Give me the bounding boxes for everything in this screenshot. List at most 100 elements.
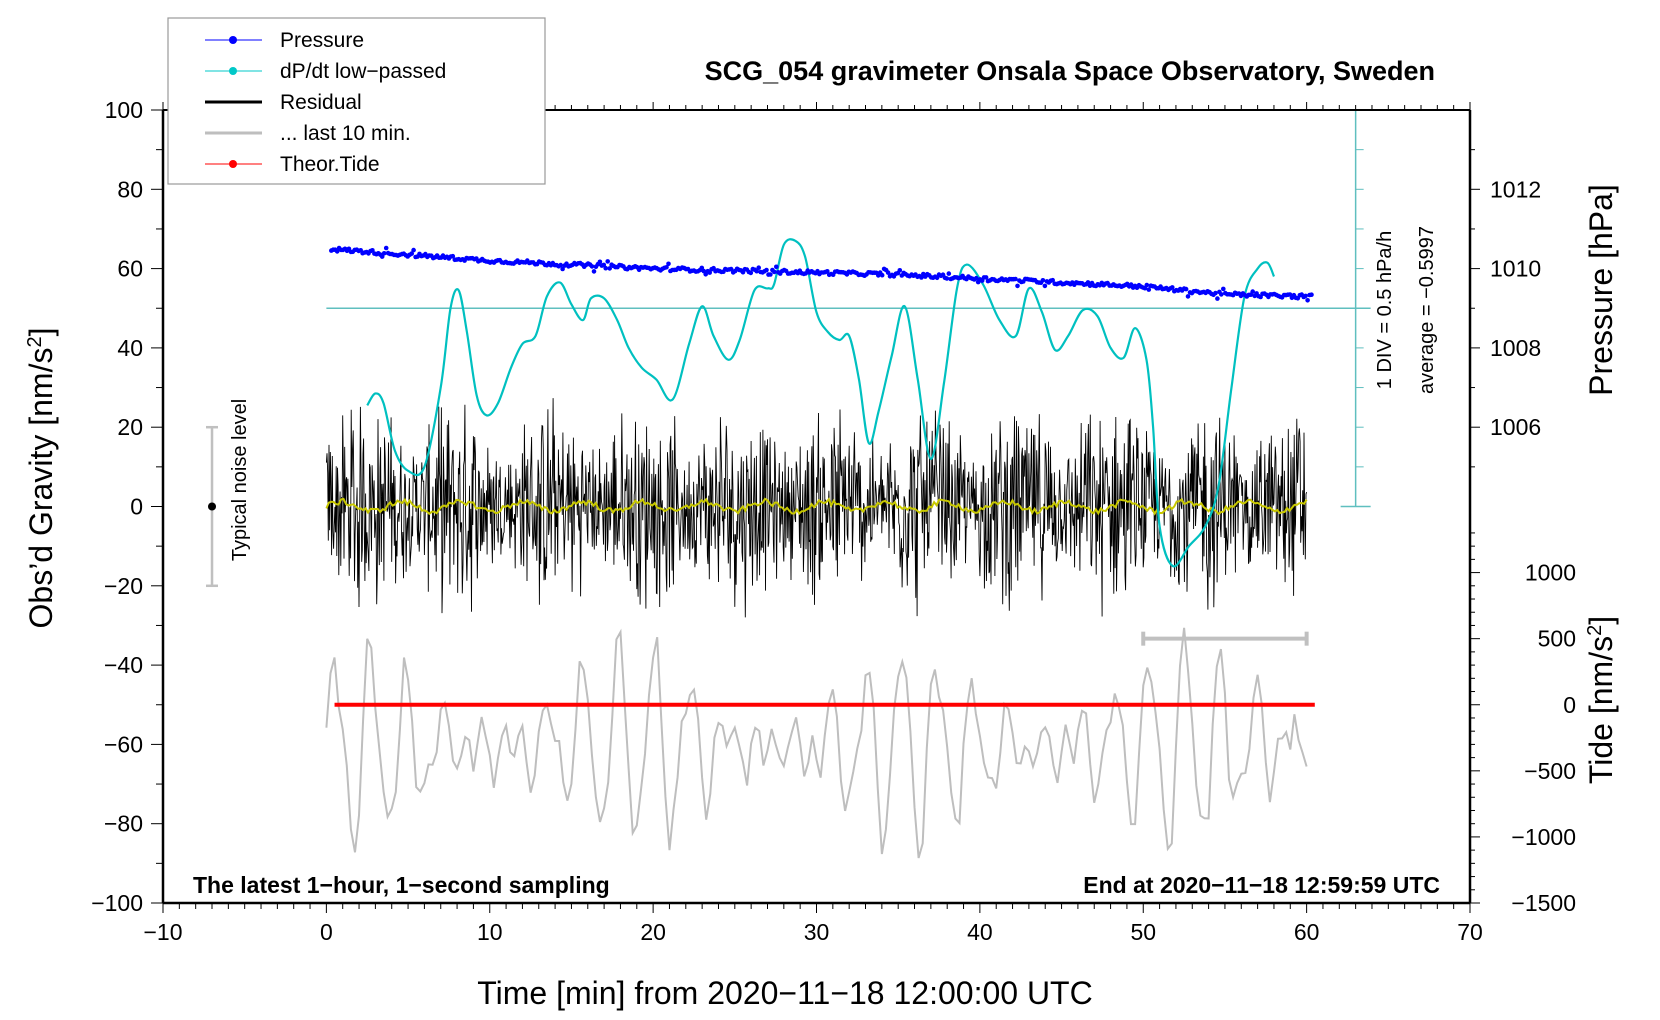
y-axis-pressure-title: Pressure [hPa] <box>1583 184 1619 396</box>
note-bottom-left: The latest 1−hour, 1−second sampling <box>193 872 610 898</box>
pressure-point <box>1250 289 1255 294</box>
x-tick-label: 20 <box>640 919 666 945</box>
pressure-point <box>560 266 565 272</box>
pressure-point <box>1221 286 1226 292</box>
pressure-point <box>605 259 610 264</box>
pressure-point <box>768 272 773 277</box>
data-layer <box>206 238 1315 859</box>
pressure-point <box>664 265 669 270</box>
pressure-point <box>1185 294 1191 299</box>
pressure-point <box>589 264 595 269</box>
y-axis-tide-title: Tide [nm/s2] <box>1583 616 1619 784</box>
x-tick-label: 0 <box>320 919 333 945</box>
pressure-point <box>1042 283 1048 289</box>
tide-tick-label: −500 <box>1524 758 1576 784</box>
pressure-point <box>1303 293 1308 299</box>
pressure-point <box>1183 286 1189 292</box>
x-axis-title: Time [min] from 2020−11−18 12:00:00 UTC <box>477 975 1092 1011</box>
pressure-point <box>748 270 754 276</box>
x-tick-label: 40 <box>967 919 993 945</box>
legend-marker-theor-tide <box>229 160 237 168</box>
y-left-tick-label: 20 <box>117 414 143 440</box>
pressure-point <box>597 259 603 265</box>
pressure-point <box>1015 283 1020 289</box>
tide-tick-label: −1000 <box>1511 824 1576 850</box>
last-10-min-line <box>325 627 1308 859</box>
pressure-point <box>1085 280 1091 285</box>
pressure-point <box>666 261 671 267</box>
pressure-point <box>774 264 779 270</box>
axes-layer: −10 0 10 20 30 40 50 60 70100806040200−20−40−60−… <box>91 97 1576 945</box>
x-tick-label: 10 <box>477 919 503 945</box>
pressure-point <box>885 270 891 275</box>
pressure-point <box>772 269 777 275</box>
y-left-tick-label: −80 <box>104 811 143 837</box>
tide-tick-label: 500 <box>1538 626 1576 652</box>
y-left-tick-label: −60 <box>104 731 143 757</box>
y-left-tick-label: 0 <box>130 494 143 520</box>
legend-label-dpdt: dP/dt low−passed <box>280 60 446 83</box>
pressure-point <box>974 275 979 281</box>
pressure-series <box>329 245 1314 303</box>
pressure-point <box>383 245 389 251</box>
legend-label-last-10-min: ... last 10 min. <box>280 122 411 145</box>
chart-title: SCG_054 gravimeter Onsala Space Observat… <box>705 56 1435 86</box>
pressure-point <box>381 251 387 256</box>
dpdt-average-label: average = −0.5997 <box>1416 226 1438 394</box>
pressure-point <box>1215 296 1220 301</box>
pressure-point <box>1305 298 1310 303</box>
pressure-point <box>707 270 712 275</box>
pressure-point <box>370 248 375 253</box>
pressure-tick-label: 1012 <box>1490 176 1541 202</box>
y-axis-left-title: Obs’d Gravity [nm/s2] <box>23 328 59 629</box>
pressure-point <box>756 265 761 271</box>
y-left-tick-label: 60 <box>117 256 143 282</box>
pressure-point <box>409 251 415 256</box>
pressure-point <box>1050 277 1055 283</box>
residual-smoothed-line <box>325 497 1308 516</box>
pressure-point <box>946 271 952 276</box>
y-left-tick-label: 100 <box>105 97 143 123</box>
legend-marker-dpdt <box>229 67 237 75</box>
residual-line <box>325 398 1308 618</box>
pressure-point <box>1144 282 1150 288</box>
pressure-point <box>897 268 903 273</box>
pressure-point <box>983 275 989 280</box>
pressure-point <box>558 262 563 268</box>
tide-tick-label: 0 <box>1563 692 1576 718</box>
y-left-tick-label: −20 <box>104 573 143 599</box>
pressure-point <box>919 275 924 280</box>
pressure-point <box>728 266 734 272</box>
noise-level-label: Typical noise level <box>229 399 251 561</box>
pressure-tick-label: 1008 <box>1490 335 1541 361</box>
noise-bar-center <box>208 502 217 511</box>
pressure-point <box>1146 287 1152 292</box>
pressure-point <box>591 269 597 274</box>
pressure-point <box>334 249 340 254</box>
legend-label-theor-tide: Theor.Tide <box>280 153 380 176</box>
pressure-tick-label: 1010 <box>1490 256 1541 282</box>
dpdt-scale-label: 1 DIV = 0.5 hPa/h <box>1374 231 1396 389</box>
pressure-point <box>825 269 830 274</box>
pressure-point <box>411 247 416 253</box>
pressure-point <box>879 272 885 278</box>
y-left-tick-label: −40 <box>104 652 143 678</box>
x-tick-label: 70 <box>1457 919 1483 945</box>
y-left-tick-label: 80 <box>117 176 143 202</box>
note-bottom-right: End at 2020−11−18 12:59:59 UTC <box>1083 872 1440 898</box>
dpdt-line <box>366 238 1276 568</box>
tide-tick-label: −1500 <box>1511 890 1576 916</box>
y-left-tick-label: −100 <box>91 890 143 916</box>
pressure-point <box>450 253 456 259</box>
pressure-point <box>1040 278 1046 283</box>
pressure-point <box>764 267 769 273</box>
y-left-tick-label: 40 <box>117 335 143 361</box>
legend-label-pressure: Pressure <box>280 29 364 52</box>
x-tick-label: 60 <box>1294 919 1320 945</box>
legend: Pressure dP/dt low−passed Residual ... last… <box>167 17 546 185</box>
pressure-point <box>603 265 608 271</box>
pressure-point <box>944 276 950 281</box>
pressure-point <box>754 268 759 274</box>
pressure-point <box>607 266 612 271</box>
